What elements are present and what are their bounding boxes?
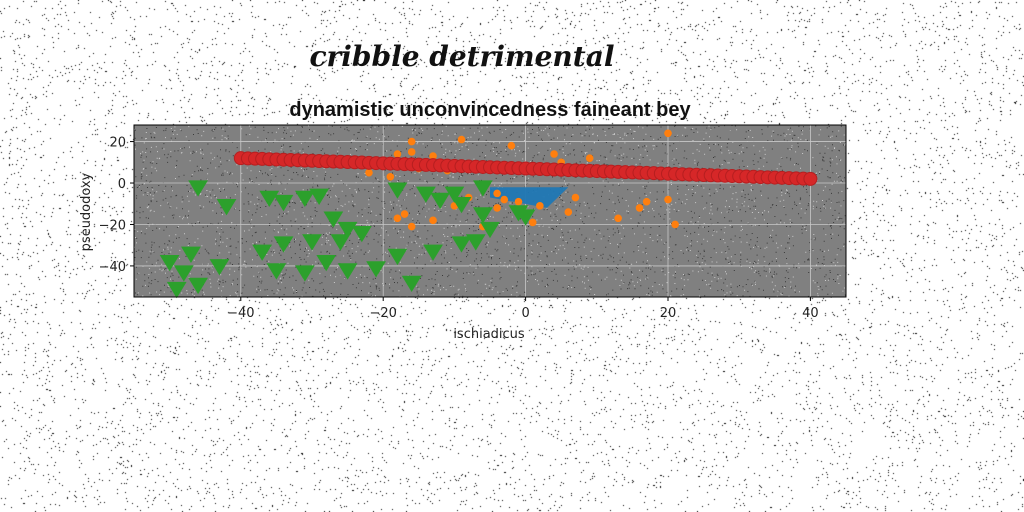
x-tick-label: −20 (369, 306, 396, 321)
series-1-point (493, 204, 501, 212)
series-1-point (671, 220, 679, 229)
series-2-point (188, 180, 208, 197)
series-1-point (407, 222, 416, 231)
series-2-point (416, 186, 436, 203)
series-2-point (266, 263, 287, 280)
chart-suptitle: cribble detrimental (309, 40, 614, 73)
series-1-point (429, 152, 437, 160)
series-2-point (273, 194, 294, 212)
y-tick-label: −20 (99, 218, 126, 233)
series-1-point (507, 141, 516, 150)
series-1-point (457, 135, 466, 144)
axes-frame (133, 124, 847, 298)
plot-area (133, 124, 847, 299)
series-2-point (444, 186, 465, 203)
series-1-point (585, 154, 594, 162)
x-tick-label: 20 (660, 306, 677, 321)
series-1-point (614, 214, 622, 223)
series-2-point (451, 236, 472, 253)
x-tick-label: 0 (521, 306, 529, 321)
series-1-point (365, 168, 373, 177)
series-1-point (407, 137, 416, 146)
axes-noise (134, 125, 847, 298)
series-1-point (536, 202, 544, 210)
x-axis-ticks: −40 −20 0 20 40 (227, 297, 819, 321)
y-tick-label: −40 (99, 260, 126, 275)
series-1-point (393, 150, 402, 158)
series-2-point (337, 263, 358, 280)
series-1-point (642, 197, 651, 206)
series-2-point (465, 234, 486, 251)
series-1-point (635, 204, 644, 212)
series-2-point (309, 188, 330, 205)
series-2-point (216, 199, 237, 216)
series-2-point (209, 259, 230, 276)
series-2-point (173, 265, 194, 282)
series-2-point (401, 275, 422, 293)
y-axis-label: pseudodoxy (79, 172, 94, 251)
series-1-point (393, 214, 402, 223)
series-1-point (528, 218, 537, 227)
series-1-point (429, 216, 437, 225)
series-2-point (515, 209, 536, 226)
series-1-point (386, 173, 395, 181)
series-2-point (472, 180, 493, 197)
series-1-point (514, 197, 523, 206)
series-1-point (550, 150, 558, 158)
series-2-point (430, 192, 451, 210)
series-2-point (387, 248, 408, 266)
series-2-point (294, 190, 315, 208)
series-2-point (188, 277, 208, 295)
y-tick-label: 20 (109, 136, 126, 151)
series-2-point (316, 254, 337, 272)
series-2-point (451, 196, 472, 214)
y-tick-label: 0 (118, 177, 126, 192)
series-2-point (351, 225, 372, 243)
series-2-point (323, 211, 344, 228)
series-2-point (273, 236, 294, 253)
series-2-point (366, 261, 386, 278)
x-tick-label: −40 (227, 306, 254, 321)
series-2-point (423, 244, 443, 261)
y-axis-ticks: 20 0 −20 −40 (99, 136, 134, 275)
series-1-point (400, 210, 409, 218)
series-1-point (664, 195, 672, 204)
series-2-point (252, 244, 273, 261)
series-1-point (664, 129, 672, 138)
series-3-point (803, 171, 818, 186)
series-2-point (387, 182, 408, 199)
series-2-point (330, 234, 351, 251)
series-2-point (302, 234, 322, 251)
axes-noise-dark (134, 125, 847, 298)
x-axis-label: ischiadicus (453, 327, 525, 342)
series-2-point (472, 207, 493, 224)
x-tick-label: 40 (802, 306, 819, 321)
data-marks (159, 129, 818, 299)
series-1-point (571, 193, 580, 202)
series-2-point (294, 265, 315, 282)
series-2-point (480, 221, 500, 239)
series-2-point (166, 281, 187, 299)
series-1-point (493, 189, 501, 198)
series-0-area (490, 187, 569, 208)
series-2-point (159, 254, 180, 272)
series-1-point (407, 148, 416, 156)
series-1-point (564, 208, 573, 216)
series-1-point (500, 195, 509, 204)
series-2-point (181, 246, 201, 263)
chart-title: dynamistic unconvincedness faineant bey (289, 99, 691, 121)
